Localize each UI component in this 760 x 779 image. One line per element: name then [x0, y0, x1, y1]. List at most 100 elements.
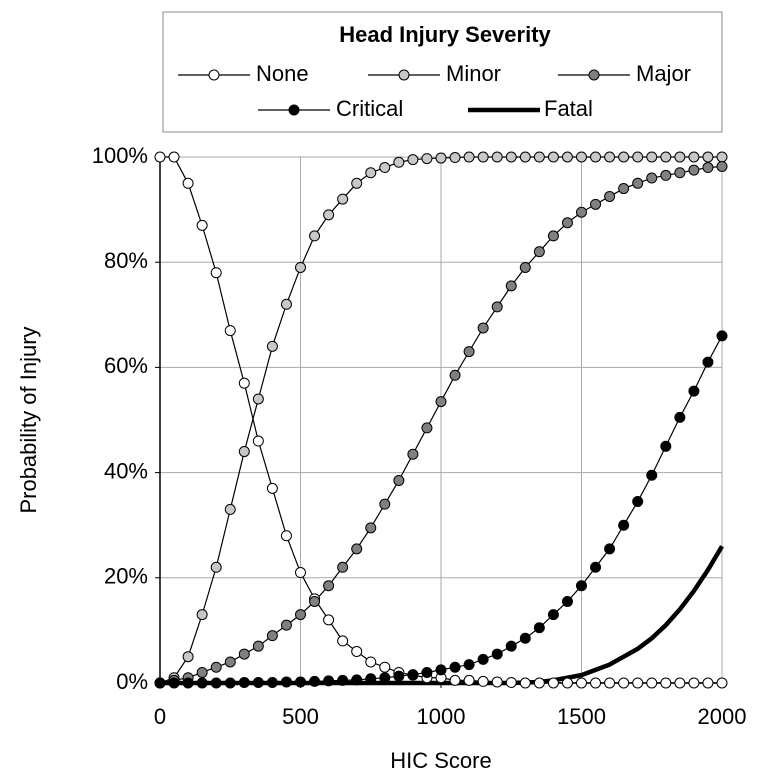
point — [561, 217, 573, 229]
point — [449, 661, 461, 673]
legend-label: Critical — [336, 96, 403, 121]
x-tick-label: 1500 — [557, 704, 606, 729]
point — [365, 167, 377, 179]
point — [224, 503, 236, 515]
point — [463, 346, 475, 358]
point — [280, 676, 292, 688]
point — [561, 595, 573, 607]
point — [646, 677, 658, 689]
point — [280, 298, 292, 310]
point — [421, 422, 433, 434]
point — [660, 151, 672, 163]
x-axis-title: HIC Score — [390, 748, 491, 773]
point — [660, 677, 672, 689]
legend-marker — [588, 69, 600, 81]
point — [505, 280, 517, 292]
point — [379, 672, 391, 684]
point — [674, 677, 686, 689]
point — [351, 645, 363, 657]
legend-marker — [208, 69, 220, 81]
point — [716, 160, 728, 172]
point — [688, 151, 700, 163]
point — [618, 677, 630, 689]
point — [604, 151, 616, 163]
point — [309, 675, 321, 687]
point — [618, 519, 630, 531]
point — [168, 151, 180, 163]
point — [477, 653, 489, 665]
point — [632, 177, 644, 189]
point — [224, 677, 236, 689]
point — [154, 677, 166, 689]
point — [561, 677, 573, 689]
point — [393, 156, 405, 168]
point — [716, 151, 728, 163]
point — [323, 580, 335, 592]
legend-title: Head Injury Severity — [339, 22, 551, 47]
x-tick-label: 0 — [154, 704, 166, 729]
point — [266, 482, 278, 494]
point — [688, 164, 700, 176]
y-tick-label: 80% — [104, 248, 148, 273]
point — [182, 177, 194, 189]
legend-label: Minor — [446, 61, 501, 86]
point — [196, 219, 208, 231]
point — [590, 561, 602, 573]
point — [604, 543, 616, 555]
point — [674, 167, 686, 179]
point — [154, 151, 166, 163]
point — [407, 669, 419, 681]
point — [210, 561, 222, 573]
point — [309, 230, 321, 242]
point — [632, 151, 644, 163]
legend-marker — [288, 104, 300, 116]
point — [449, 369, 461, 381]
point — [351, 177, 363, 189]
point — [491, 676, 503, 688]
point — [547, 677, 559, 689]
y-tick-label: 0% — [116, 669, 148, 694]
point — [280, 619, 292, 631]
point — [238, 676, 250, 688]
point — [660, 169, 672, 181]
point — [182, 677, 194, 689]
point — [323, 209, 335, 221]
point — [505, 640, 517, 652]
point — [323, 675, 335, 687]
y-axis-title: Probability of Injury — [16, 326, 41, 513]
legend-label: None — [256, 61, 309, 86]
point — [266, 340, 278, 352]
point — [716, 330, 728, 342]
point — [561, 151, 573, 163]
point — [280, 530, 292, 542]
point — [533, 151, 545, 163]
point — [393, 670, 405, 682]
point — [477, 675, 489, 687]
point — [576, 580, 587, 592]
point — [604, 677, 616, 689]
point — [576, 206, 587, 218]
point — [266, 676, 278, 688]
point — [295, 261, 306, 273]
x-tick-label: 1000 — [417, 704, 466, 729]
point — [646, 172, 658, 184]
y-tick-label: 100% — [92, 143, 148, 168]
point — [337, 635, 349, 647]
point — [491, 151, 503, 163]
point — [533, 246, 545, 258]
point — [196, 609, 208, 621]
point — [519, 632, 531, 644]
point — [295, 609, 306, 621]
point — [407, 448, 419, 460]
point — [702, 162, 714, 174]
point — [533, 622, 545, 634]
point — [252, 676, 264, 688]
point — [351, 543, 363, 555]
point — [210, 661, 222, 673]
legend-marker — [398, 69, 410, 81]
point — [295, 567, 306, 579]
point — [295, 676, 306, 688]
point — [491, 301, 503, 313]
point — [435, 396, 447, 408]
point — [590, 198, 602, 210]
